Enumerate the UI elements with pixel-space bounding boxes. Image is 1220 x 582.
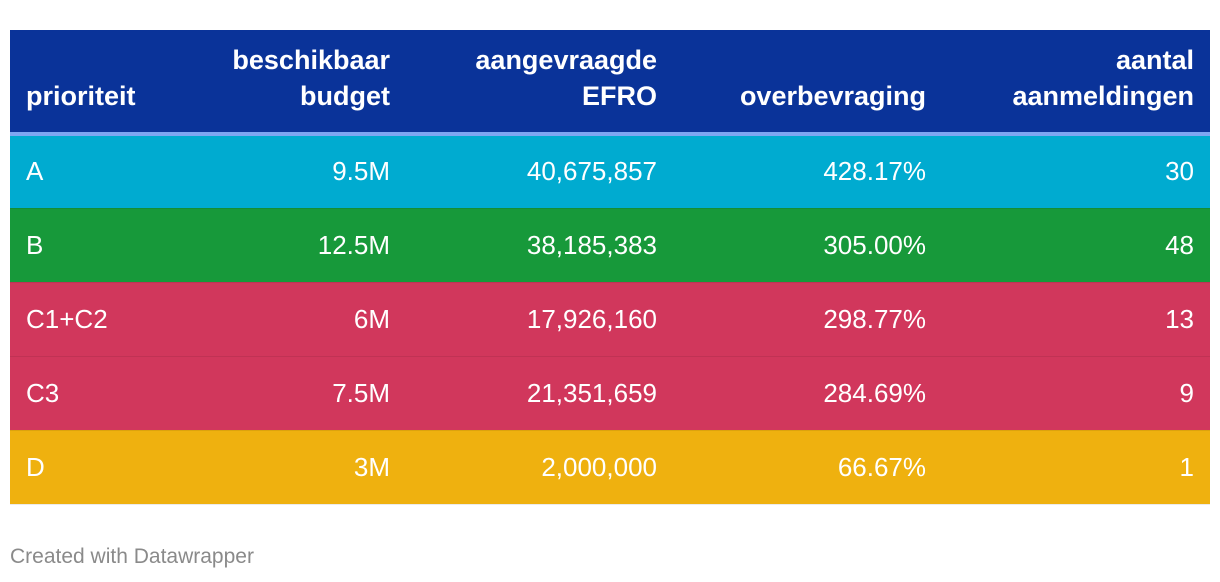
column-header-prioriteit[interactable]: prioriteit	[10, 30, 180, 136]
cell-prioriteit: B	[10, 208, 180, 283]
table-body: A 9.5M 40,675,857 428.17% 30 B 12.5M 38,185,383…	[10, 134, 1210, 505]
cell-prioriteit: D	[10, 430, 180, 505]
cell-budget: 7.5M	[180, 356, 406, 431]
column-header-budget[interactable]: beschikbaar budget	[180, 30, 406, 136]
cell-efro: 17,926,160	[406, 282, 673, 357]
cell-aanmeldingen: 1	[942, 430, 1210, 505]
table-row: D 3M 2,000,000 66.67% 1	[10, 430, 1210, 505]
cell-overbevraging: 298.77%	[673, 282, 942, 357]
column-header-line: aanmeldingen	[1012, 81, 1194, 111]
cell-efro: 2,000,000	[406, 430, 673, 505]
column-header-line: budget	[300, 81, 390, 111]
cell-efro: 38,185,383	[406, 208, 673, 283]
cell-aanmeldingen: 9	[942, 356, 1210, 431]
cell-efro: 21,351,659	[406, 356, 673, 431]
datawrapper-credit: Created with Datawrapper	[10, 545, 254, 568]
priority-table: prioriteit beschikbaar budget aangevraagde E…	[10, 30, 1210, 505]
column-header-line: EFRO	[581, 81, 657, 111]
cell-budget: 3M	[180, 430, 406, 505]
data-table-container: prioriteit beschikbaar budget aangevraagde E…	[10, 30, 1210, 505]
table-header: prioriteit beschikbaar budget aangevraagde E…	[10, 30, 1210, 136]
cell-prioriteit: A	[10, 134, 180, 209]
table-row: A 9.5M 40,675,857 428.17% 30	[10, 134, 1210, 209]
cell-overbevraging: 428.17%	[673, 134, 942, 209]
cell-budget: 9.5M	[180, 134, 406, 209]
column-header-line: aangevraagde	[475, 45, 657, 75]
cell-aanmeldingen: 30	[942, 134, 1210, 209]
cell-overbevraging: 66.67%	[673, 430, 942, 505]
cell-efro: 40,675,857	[406, 134, 673, 209]
column-header-line: beschikbaar	[232, 45, 390, 75]
column-header-line: prioriteit	[26, 81, 136, 111]
cell-aanmeldingen: 48	[942, 208, 1210, 283]
cell-budget: 6M	[180, 282, 406, 357]
column-header-aanmeldingen[interactable]: aantal aanmeldingen	[942, 30, 1210, 136]
column-header-overbevraging[interactable]: overbevraging	[673, 30, 942, 136]
column-header-line: aantal	[1115, 45, 1194, 75]
cell-aanmeldingen: 13	[942, 282, 1210, 357]
cell-prioriteit: C3	[10, 356, 180, 431]
table-row: C3 7.5M 21,351,659 284.69% 9	[10, 356, 1210, 431]
table-row: B 12.5M 38,185,383 305.00% 48	[10, 208, 1210, 283]
table-row: C1+C2 6M 17,926,160 298.77% 13	[10, 282, 1210, 357]
header-row: prioriteit beschikbaar budget aangevraagde E…	[10, 30, 1210, 136]
cell-overbevraging: 305.00%	[673, 208, 942, 283]
cell-prioriteit: C1+C2	[10, 282, 180, 357]
column-header-line: overbevraging	[739, 81, 926, 111]
cell-overbevraging: 284.69%	[673, 356, 942, 431]
cell-budget: 12.5M	[180, 208, 406, 283]
column-header-efro[interactable]: aangevraagde EFRO	[406, 30, 673, 136]
